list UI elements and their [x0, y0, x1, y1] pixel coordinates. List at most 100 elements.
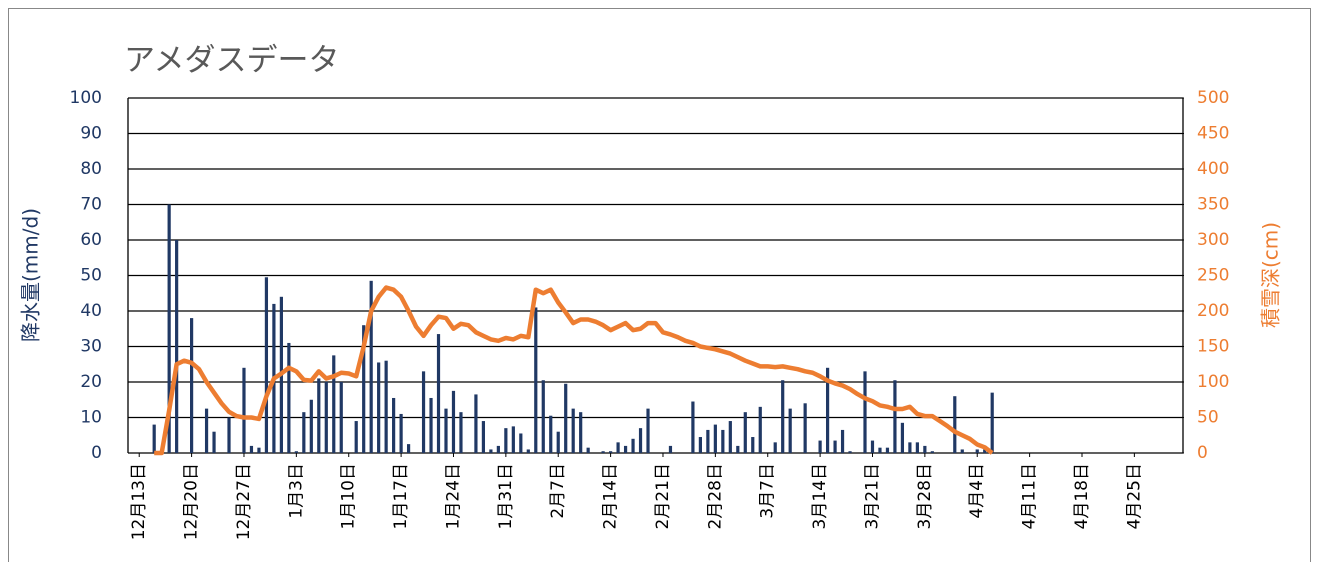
- bar: [167, 204, 171, 453]
- bar: [960, 449, 964, 453]
- bar: [983, 449, 987, 453]
- bar: [885, 447, 890, 453]
- y-tick-label: 100: [70, 88, 102, 108]
- bar: [878, 447, 882, 453]
- bar: [616, 442, 620, 453]
- bar: [152, 424, 156, 453]
- x-tick-label: 3月14日: [810, 463, 830, 529]
- x-tick-label: 4月11日: [1020, 463, 1040, 529]
- x-tick-label: 1月3日: [286, 463, 306, 519]
- y-tick-label: 30: [80, 337, 102, 357]
- bar: [429, 397, 433, 453]
- bar: [556, 431, 560, 453]
- bar: [421, 371, 426, 453]
- bar: [908, 442, 912, 453]
- bar: [324, 382, 328, 453]
- y-tick-label: 20: [80, 372, 102, 392]
- bar: [436, 334, 441, 453]
- y2-tick-label: 350: [1197, 195, 1229, 215]
- x-tick-label: 2月21日: [653, 463, 673, 529]
- bar: [571, 408, 575, 453]
- bar: [833, 440, 837, 453]
- y2-tick-label: 300: [1197, 230, 1229, 250]
- bar: [736, 445, 740, 453]
- bar: [698, 437, 702, 453]
- bar: [496, 445, 500, 453]
- bar: [825, 367, 830, 453]
- bar: [302, 412, 306, 453]
- bar: [788, 408, 792, 453]
- bar: [459, 412, 463, 453]
- y2-tick-label: 0: [1197, 443, 1208, 463]
- y2-axis-label: 積雪深(cm): [1259, 222, 1283, 328]
- bar: [287, 342, 291, 453]
- bar: [362, 325, 366, 453]
- bar: [249, 445, 254, 453]
- bar: [743, 412, 747, 453]
- x-tick-label: 2月7日: [548, 463, 568, 519]
- bar: [818, 440, 822, 453]
- bar: [212, 431, 216, 453]
- bar: [713, 424, 717, 453]
- bar: [392, 397, 396, 453]
- bar: [870, 440, 875, 453]
- bar: [549, 415, 553, 453]
- x-tick-label: 1月10日: [339, 463, 359, 529]
- bar: [758, 406, 762, 453]
- bar: [953, 396, 957, 453]
- bar: [511, 426, 515, 453]
- x-tick-label: 1月24日: [443, 463, 463, 529]
- bar: [586, 447, 590, 453]
- bar: [264, 277, 269, 453]
- bar: [175, 240, 179, 453]
- y2-tick-label: 500: [1197, 88, 1229, 108]
- bar: [534, 307, 538, 453]
- bar: [631, 438, 635, 453]
- y2-tick-label: 400: [1197, 159, 1229, 179]
- bar: [751, 437, 755, 453]
- bar: [975, 449, 979, 453]
- bar: [609, 451, 613, 453]
- line: [154, 285, 994, 456]
- bar: [990, 392, 994, 453]
- bar: [863, 371, 867, 453]
- bar: [848, 451, 852, 453]
- bar: [915, 442, 919, 453]
- bar: [242, 367, 246, 453]
- bar: [354, 421, 358, 453]
- bar: [294, 451, 298, 453]
- bar: [369, 280, 373, 453]
- y2-tick-label: 450: [1197, 124, 1229, 144]
- bar: [564, 383, 568, 453]
- y-tick-label: 50: [80, 266, 102, 286]
- bar: [227, 417, 231, 453]
- bar: [781, 380, 785, 453]
- y2-tick-label: 250: [1197, 266, 1229, 286]
- bar: [489, 449, 493, 453]
- y2-tick-label: 50: [1197, 408, 1219, 428]
- bar: [803, 403, 807, 453]
- bar: [474, 394, 478, 453]
- x-tick-label: 3月21日: [862, 463, 882, 529]
- bar: [840, 429, 845, 453]
- y-tick-label: 70: [80, 195, 102, 215]
- chart-title: アメダスデータ: [124, 43, 339, 79]
- y-axis-label: 降水量(mm/d): [19, 208, 43, 342]
- bar: [646, 408, 650, 453]
- bar: [481, 421, 486, 453]
- bar: [601, 451, 605, 453]
- bar: [691, 401, 695, 453]
- bar: [444, 408, 448, 453]
- bar: [384, 360, 388, 453]
- y-tick-label: 90: [80, 124, 102, 144]
- bar: [504, 428, 508, 453]
- bar: [893, 380, 897, 453]
- bar: [623, 445, 628, 453]
- bar: [451, 390, 456, 453]
- x-tick-label: 4月4日: [967, 463, 987, 519]
- y2-tick-label: 100: [1197, 372, 1229, 392]
- bar: [309, 399, 313, 453]
- bar: [923, 445, 927, 453]
